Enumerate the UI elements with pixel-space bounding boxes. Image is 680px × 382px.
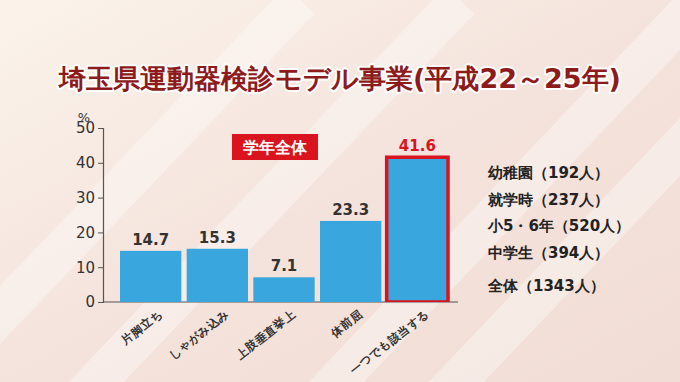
y-tick-label: 10 (76, 259, 95, 277)
x-tick-label: 上肢垂直挙上 (232, 307, 298, 363)
subtitle-box (232, 134, 318, 160)
bar (387, 157, 448, 302)
y-tick-mark (98, 302, 103, 303)
x-tick: 片脚立ち (118, 302, 165, 348)
data-label: 14.7 (132, 231, 169, 249)
y-tick-mark (98, 232, 103, 233)
annotation: 就学時（237人） (487, 191, 609, 209)
chart-root: 埼玉県運動器検診モデル事業(平成22～25年)01020304050%片脚立ちし… (0, 0, 680, 382)
y-tick-label: 40 (76, 154, 95, 172)
data-label: 7.1 (271, 257, 298, 275)
x-axis: 片脚立ちしゃがみ込み上肢垂直挙上体前屈一つでも該当する (103, 302, 458, 377)
background-stripe (60, 0, 460, 382)
data-label: 15.3 (199, 229, 236, 247)
data-label: 41.6 (399, 137, 436, 155)
chart-title: 埼玉県運動器検診モデル事業(平成22～25年) (58, 63, 621, 94)
x-tick: 一つでも該当する (347, 302, 431, 377)
x-tick-label: 一つでも該当する (347, 307, 431, 377)
bar (120, 251, 181, 302)
annotation: 小5・6年（520人） (487, 217, 630, 235)
y-tick-mark (98, 198, 103, 199)
x-tick: 体前屈 (327, 302, 365, 341)
y-axis-title: % (78, 110, 90, 125)
y-tick: 10 (76, 259, 103, 277)
y-tick-label: 0 (85, 293, 95, 311)
bars (120, 157, 448, 302)
bar (253, 277, 314, 302)
y-tick-label: 30 (76, 189, 95, 207)
bar (320, 221, 381, 302)
x-tick-label: 片脚立ち (118, 307, 165, 348)
annotation: 中学生（394人） (488, 244, 609, 262)
y-tick-mark (98, 128, 103, 129)
y-tick: 40 (76, 154, 103, 172)
y-axis-line (98, 129, 104, 303)
x-tick-label: しゃがみ込み (166, 307, 231, 362)
y-tick-mark (98, 267, 103, 268)
y-tick: 0 (85, 293, 103, 311)
annotation: 全体（1343人） (487, 277, 605, 295)
subtitle: 学年全体 (243, 138, 308, 157)
bar (187, 249, 248, 302)
annotation: 幼稚園（192人） (488, 164, 609, 182)
y-tick: 20 (76, 224, 103, 242)
y-axis: 01020304050 (76, 119, 104, 311)
y-tick: 30 (76, 189, 103, 207)
x-tick-label: 体前屈 (327, 307, 365, 341)
y-tick-mark (98, 163, 103, 164)
background-stripe (420, 0, 680, 382)
y-tick-label: 20 (76, 224, 95, 242)
x-tick: 上肢垂直挙上 (232, 302, 298, 363)
data-label: 23.3 (332, 201, 369, 219)
x-tick: しゃがみ込み (166, 302, 231, 362)
